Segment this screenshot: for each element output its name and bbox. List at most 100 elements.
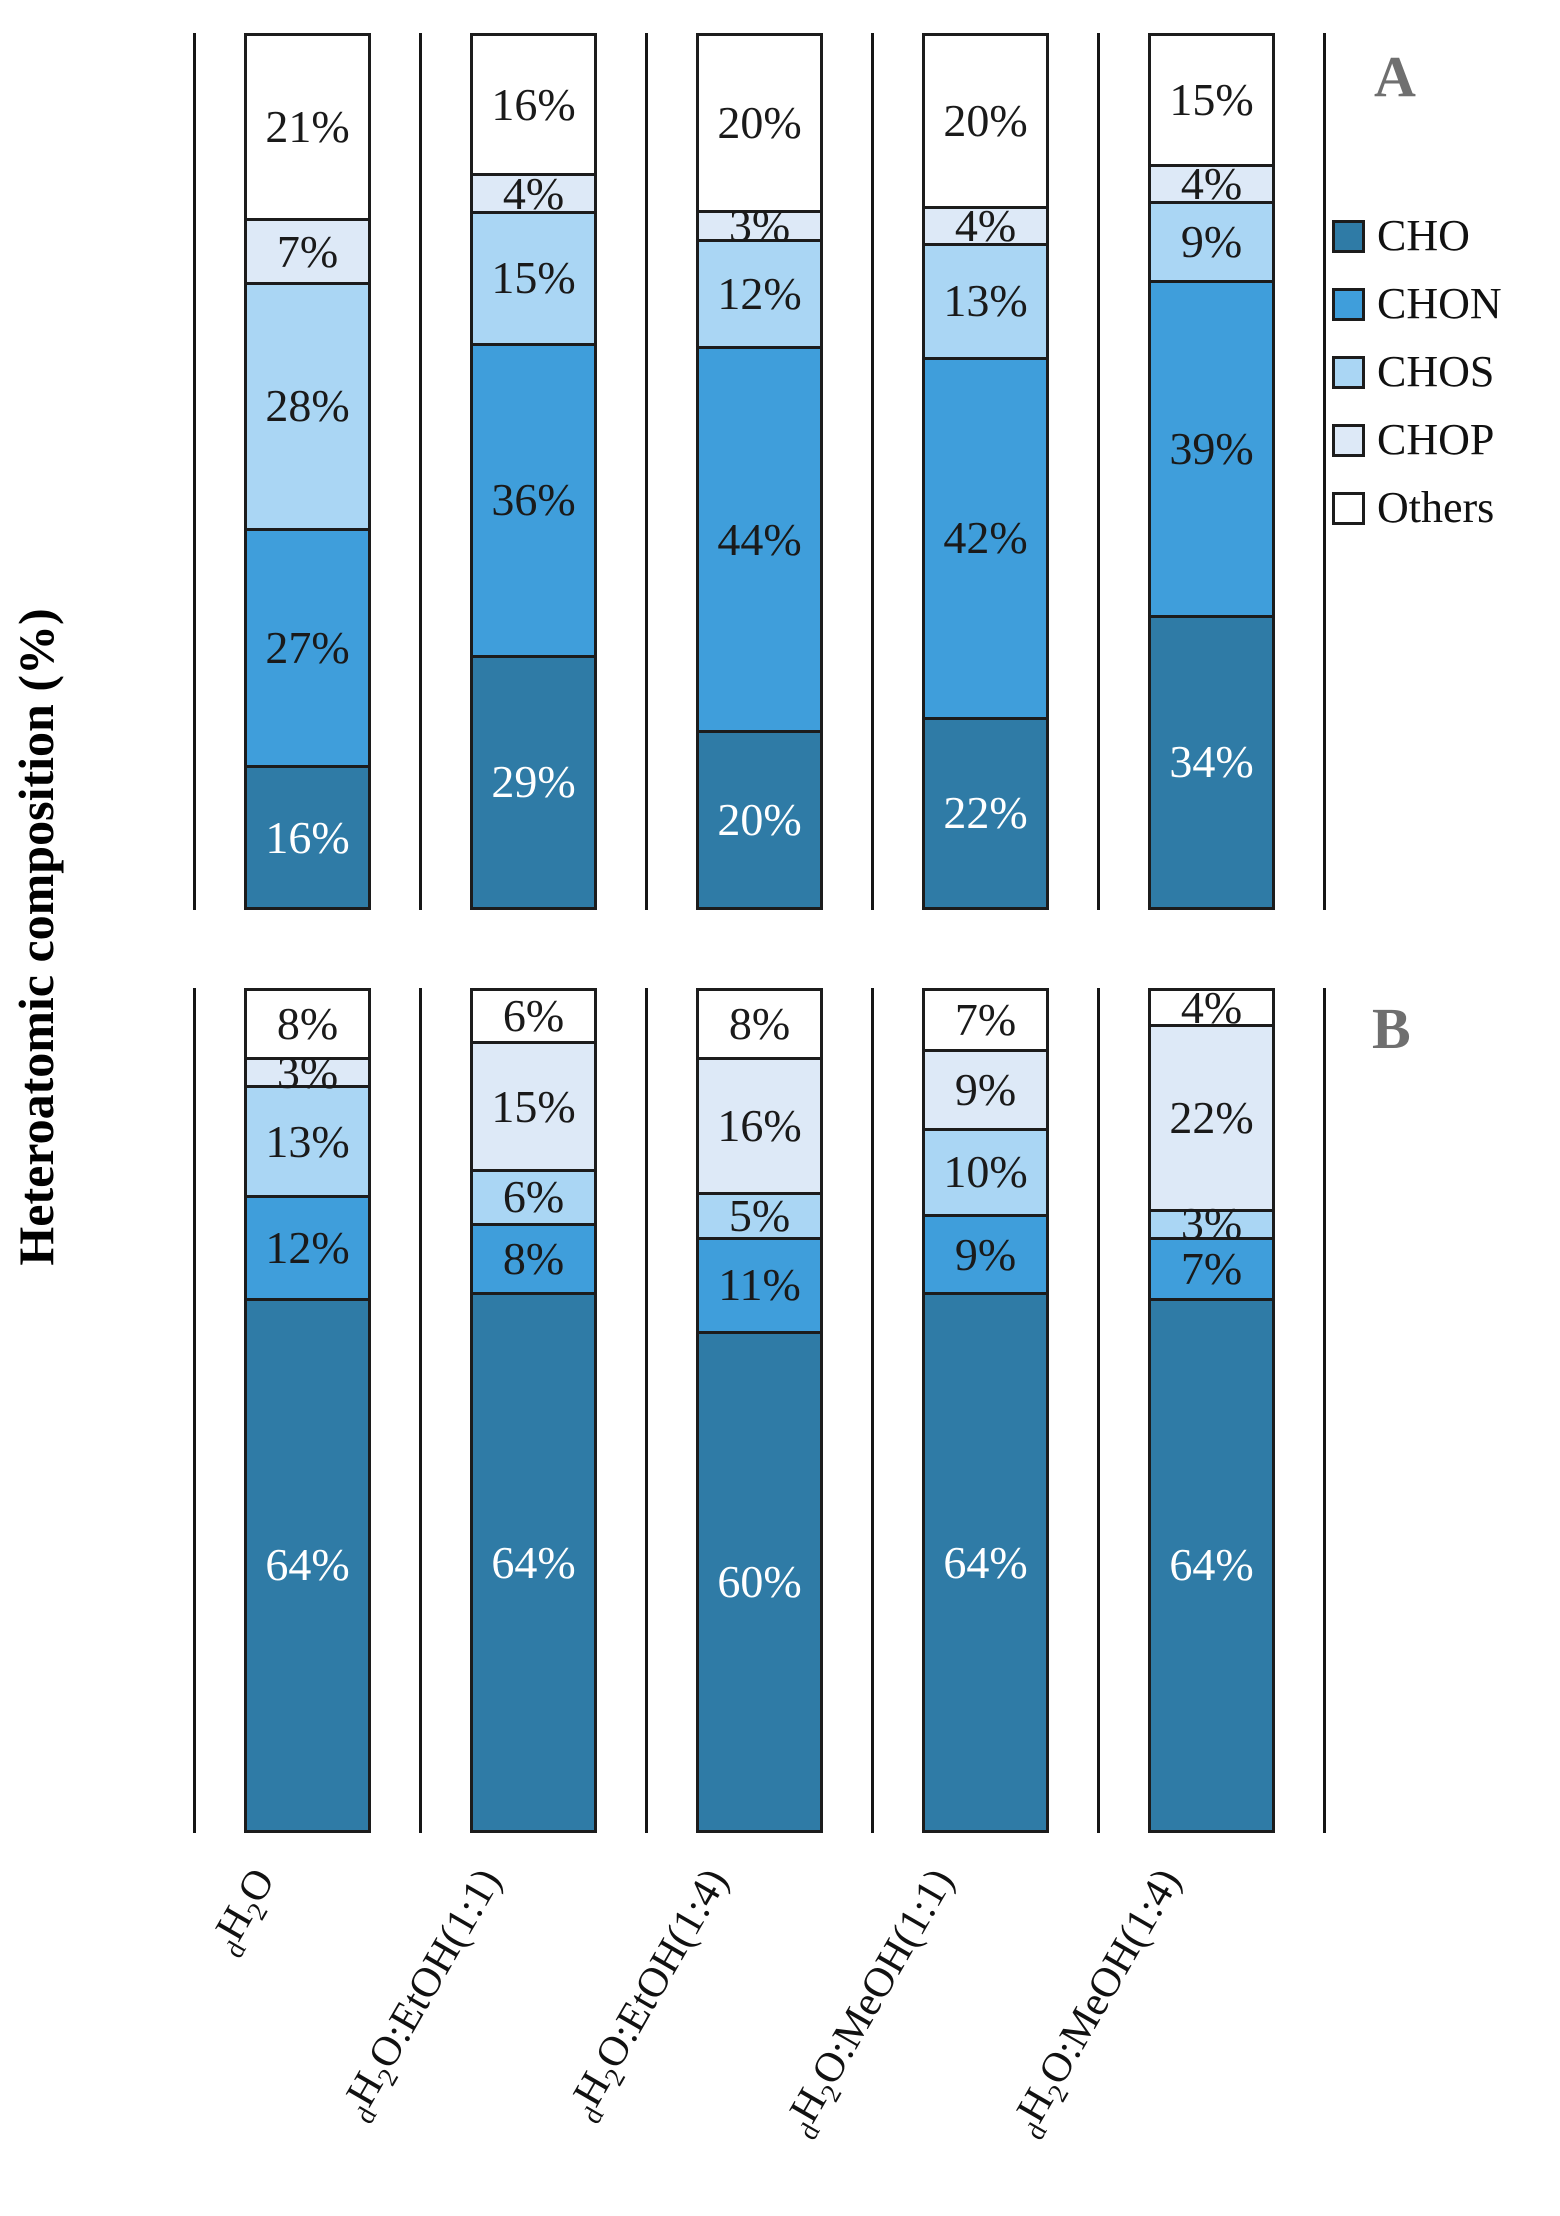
panel-cell: 7% 9% 10% 9% 64% <box>871 988 1097 1833</box>
segment-value-label: 4% <box>502 167 565 219</box>
bar-segment-cho: 64% <box>925 1292 1046 1830</box>
segment-value-label: 6% <box>502 990 565 1042</box>
segment-value-label: 34% <box>1169 736 1254 788</box>
stacked-bar: 8% 16% 5% 11% 60% <box>696 988 823 1833</box>
bar-segment-cho: 22% <box>925 716 1046 907</box>
segment-value-label: 9% <box>954 1228 1017 1280</box>
subscript: d <box>218 1936 252 1963</box>
bar-segment-others: 8% <box>699 991 820 1058</box>
legend-label: CHON <box>1377 279 1502 328</box>
bar-segment-chos: 5% <box>699 1192 820 1239</box>
bar-segment-chon: 44% <box>699 345 820 731</box>
bar-segment-chos: 13% <box>247 1084 368 1196</box>
legend-label: CHO <box>1377 211 1470 260</box>
segment-value-label: 22% <box>943 787 1028 839</box>
segment-value-label: 22% <box>1169 1092 1254 1144</box>
bar-segment-chop: 15% <box>473 1041 594 1170</box>
segment-value-label: 60% <box>717 1555 802 1607</box>
stacked-bar: 4% 22% 3% 7% 64% <box>1148 984 1275 1833</box>
panel-a-letter: A <box>1374 44 1416 109</box>
panel-cell: 8% 3% 13% 12% 64% <box>193 988 419 1833</box>
bar-segment-chon: 12% <box>247 1195 368 1298</box>
segment-value-label: 15% <box>1169 73 1254 125</box>
bar-segment-chop: 9% <box>925 1049 1046 1128</box>
legend-swatch <box>1332 423 1365 457</box>
segment-value-label: 64% <box>1169 1539 1254 1591</box>
bar-segment-chos: 12% <box>699 238 820 346</box>
segment-value-label: 4% <box>1180 157 1243 209</box>
segment-value-label: 15% <box>491 252 576 304</box>
segment-value-label: 16% <box>717 1100 802 1152</box>
bar-segment-others: 20% <box>699 36 820 210</box>
segment-value-label: 7% <box>1180 1242 1243 1294</box>
segment-value-label: 8% <box>276 998 339 1050</box>
legend-label: CHOS <box>1377 347 1495 396</box>
bar-segment-others: 4% <box>1151 984 1272 1030</box>
bar-segment-chop: 4% <box>925 203 1046 249</box>
segment-value-label: 3% <box>728 199 791 251</box>
bar-segment-chon: 8% <box>473 1222 594 1293</box>
segment-value-label: 10% <box>943 1146 1028 1198</box>
segment-value-label: 16% <box>491 78 576 130</box>
segment-value-label: 7% <box>954 994 1017 1046</box>
bar-segment-cho: 29% <box>473 654 594 907</box>
segment-value-label: 64% <box>491 1536 576 1588</box>
bar-segment-cho: 64% <box>247 1297 368 1830</box>
x-axis-category-label: dH2O <box>207 1861 285 1963</box>
segment-value-label: 20% <box>943 95 1028 147</box>
bar-segment-chop: 22% <box>1151 1024 1272 1210</box>
bar-segment-cho: 64% <box>1151 1297 1272 1830</box>
panel-cell: 4% 22% 3% 7% 64% <box>1097 984 1326 1833</box>
bar-segment-cho: 34% <box>1151 614 1272 907</box>
segment-value-label: 64% <box>265 1539 350 1591</box>
x-axis-category-label: dH2O:MeOH(1:4) <box>1007 1861 1190 2145</box>
segment-value-label: 44% <box>717 513 802 565</box>
bar-segment-cho: 20% <box>699 730 820 907</box>
segment-value-label: 8% <box>728 998 791 1050</box>
bar-segment-chos: 10% <box>925 1127 1046 1215</box>
legend-swatch <box>1332 491 1365 525</box>
bar-segment-chop: 4% <box>1151 160 1272 206</box>
bar-segment-chon: 11% <box>699 1236 820 1331</box>
segment-value-label: 20% <box>717 794 802 846</box>
subscript: 2 <box>815 2079 849 2107</box>
segment-value-label: 8% <box>502 1232 565 1284</box>
legend-item: CHO <box>1332 214 1502 258</box>
segment-value-label: 20% <box>717 96 802 148</box>
y-axis-label: Heteroatomic composition (%) <box>8 608 64 1266</box>
legend-item: Others <box>1332 486 1502 530</box>
panel-cell: 15% 4% 9% 39% 34% <box>1097 33 1326 910</box>
segment-value-label: 27% <box>265 622 350 674</box>
stacked-bar: 16% 4% 15% 36% 29% <box>470 33 597 910</box>
legend-item: CHOS <box>1332 350 1502 394</box>
bar-segment-chos: 3% <box>1151 1201 1272 1247</box>
x-axis-category-label: dH2O:EtOH(1:1) <box>338 1861 511 2129</box>
legend-label: CHOP <box>1377 415 1495 464</box>
bar-segment-chon: 42% <box>925 356 1046 717</box>
legend-swatch <box>1332 219 1365 253</box>
segment-value-label: 64% <box>943 1536 1028 1588</box>
bar-segment-others: 20% <box>925 36 1046 207</box>
bar-segment-chop: 3% <box>247 1049 368 1095</box>
bar-segment-cho: 16% <box>247 765 368 907</box>
stacked-bar: 20% 3% 12% 44% 20% <box>696 33 823 910</box>
segment-value-label: 12% <box>717 267 802 319</box>
stacked-bar: 15% 4% 9% 39% 34% <box>1148 33 1275 910</box>
panel-b-bars: 8% 3% 13% 12% 64% 6% 15% 6% 8% 64% 8% 16% 5% 11% 60% 7%… <box>193 984 1326 1833</box>
bar-segment-chos: 9% <box>1151 200 1272 281</box>
panel-a-bars: 21% 7% 28% 27% 16% 16% 4% 15% 36% 29% 20% 3% 12% 44% 2… <box>193 33 1326 910</box>
bar-segment-chos: 28% <box>247 281 368 528</box>
bar-segment-chon: 39% <box>1151 280 1272 615</box>
segment-value-label: 4% <box>954 200 1017 252</box>
subscript: 2 <box>1041 2079 1075 2107</box>
bar-segment-chon: 7% <box>1151 1236 1272 1298</box>
segment-value-label: 9% <box>1180 215 1243 267</box>
segment-value-label: 21% <box>265 101 350 153</box>
segment-value-label: 9% <box>954 1064 1017 1116</box>
segment-value-label: 42% <box>943 512 1028 564</box>
panel-cell: 6% 15% 6% 8% 64% <box>419 988 645 1833</box>
stacked-bar: 6% 15% 6% 8% 64% <box>470 988 597 1833</box>
segment-value-label: 36% <box>491 474 576 526</box>
segment-value-label: 7% <box>276 225 339 277</box>
